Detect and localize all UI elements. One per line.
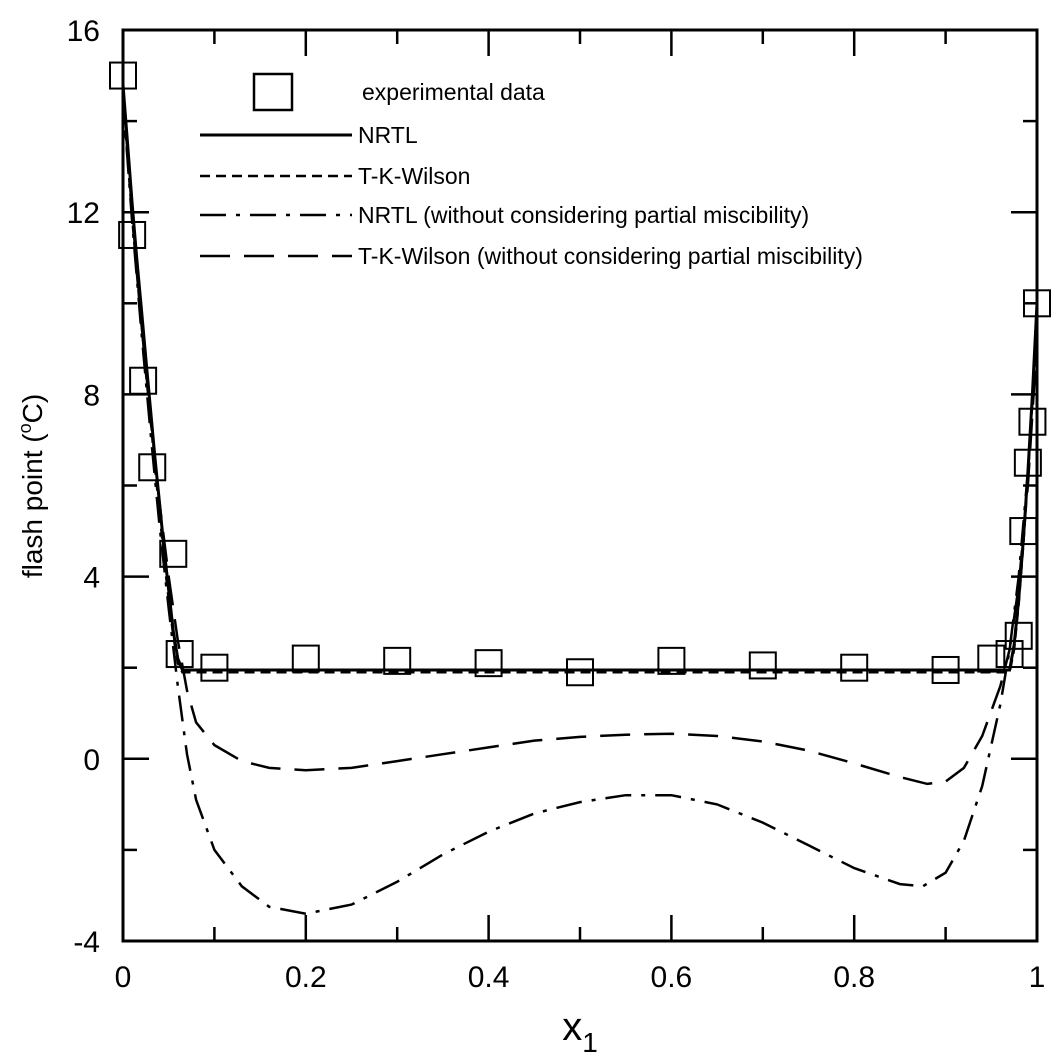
experimental-point bbox=[383, 646, 412, 675]
legend-item-1: NRTL bbox=[200, 122, 418, 148]
legend-label: NRTL bbox=[358, 122, 418, 148]
y-tick-label: 8 bbox=[83, 379, 100, 412]
experimental-point bbox=[840, 653, 869, 682]
experimental-point bbox=[159, 539, 188, 568]
series-line-dashed bbox=[123, 98, 1037, 674]
x-tick-label: 0 bbox=[115, 961, 132, 994]
legend-label: T-K-Wilson bbox=[358, 163, 470, 189]
experimental-point bbox=[129, 366, 158, 395]
series-3 bbox=[123, 98, 1037, 915]
legend-marker bbox=[252, 72, 294, 112]
y-tick-label: 4 bbox=[83, 562, 100, 595]
experimental-point bbox=[200, 653, 229, 682]
series-line-solid bbox=[123, 84, 1037, 672]
y-axis-title-main: flash point ( bbox=[17, 433, 48, 578]
y-axis-title-superscript: o bbox=[15, 423, 35, 433]
y-axis-title-unit: C) bbox=[17, 394, 48, 424]
series-line-longdash bbox=[123, 93, 1037, 786]
x-tick-label: 1 bbox=[1029, 961, 1046, 994]
axis-ticks bbox=[121, 28, 1039, 943]
experimental-point bbox=[748, 651, 777, 680]
series-0 bbox=[109, 61, 1051, 687]
x-tick-label: 0.6 bbox=[651, 961, 693, 994]
x-axis-title-main: x bbox=[562, 1005, 582, 1049]
x-axis-title-subscript: 1 bbox=[582, 1027, 598, 1058]
x-axis-title: x1 bbox=[562, 1005, 598, 1058]
legend-item-2: T-K-Wilson bbox=[200, 163, 470, 189]
x-tick-labels: 0 0.2 0.4 0.6 0.8 1 bbox=[115, 961, 1046, 994]
x-tick-label: 0.4 bbox=[468, 961, 510, 994]
y-tick-label: 16 bbox=[67, 15, 100, 48]
experimental-point bbox=[291, 644, 320, 673]
legend: experimental data NRTL T-K-Wilson NRTL (wit… bbox=[200, 72, 863, 269]
legend-label: experimental data bbox=[362, 79, 545, 105]
x-tick-label: 0.8 bbox=[833, 961, 875, 994]
legend-item-0: experimental data bbox=[252, 72, 545, 112]
series-2 bbox=[123, 98, 1037, 674]
legend-label: NRTL (without considering partial miscib… bbox=[358, 202, 809, 228]
series-4 bbox=[123, 93, 1037, 786]
y-tick-label: 12 bbox=[67, 197, 100, 230]
legend-item-3: NRTL (without considering partial miscib… bbox=[200, 202, 809, 228]
experimental-point bbox=[474, 649, 503, 678]
experimental-point bbox=[977, 644, 1006, 673]
series-line-dashdot bbox=[123, 98, 1037, 915]
series-1 bbox=[123, 84, 1037, 672]
y-axis-title: flash point (oC) bbox=[15, 394, 48, 578]
y-tick-label: 0 bbox=[83, 744, 100, 777]
x-tick-label: 0.2 bbox=[285, 961, 327, 994]
plot-frame bbox=[121, 28, 1039, 943]
legend-item-4: T-K-Wilson (without considering partial … bbox=[200, 243, 863, 269]
experimental-point bbox=[1004, 621, 1033, 650]
experimental-point bbox=[657, 646, 686, 675]
series-layer bbox=[109, 61, 1051, 915]
legend-label: T-K-Wilson (without considering partial … bbox=[358, 243, 863, 269]
y-tick-labels: -4 0 4 8 12 16 bbox=[67, 15, 100, 959]
y-tick-label: -4 bbox=[73, 926, 100, 959]
